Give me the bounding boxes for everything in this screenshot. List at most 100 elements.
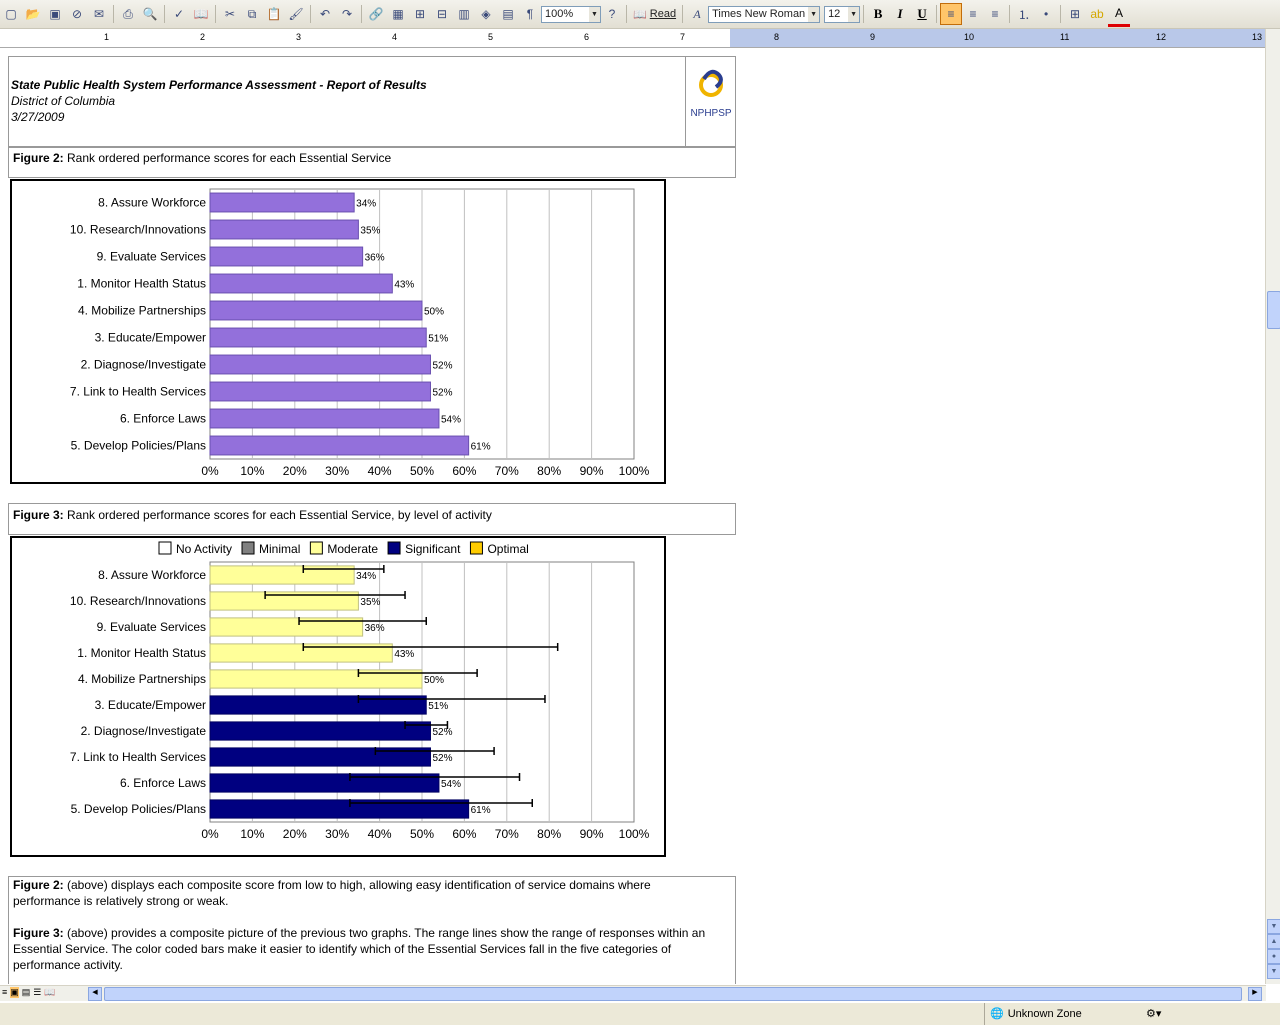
document-map-icon[interactable]: ▤ <box>502 7 514 21</box>
open-icon[interactable]: 📂 <box>25 7 41 21</box>
category-label: 9. Evaluate Services <box>97 620 206 634</box>
legend-swatch <box>469 541 483 555</box>
document-page[interactable]: State Public Health System Performance A… <box>0 48 1264 984</box>
scroll-left-icon[interactable]: ◀ <box>88 987 102 1001</box>
figure-2-label: Figure 2: <box>13 151 64 165</box>
reading-layout-icon[interactable]: 📖 <box>44 987 56 997</box>
x-tick-label: 10% <box>240 827 264 841</box>
normal-view-icon[interactable]: ≡ <box>2 987 8 997</box>
report-title: State Public Health System Performance A… <box>11 78 427 92</box>
category-label: 9. Evaluate Services <box>97 250 206 264</box>
copy-icon[interactable]: ⧉ <box>247 6 257 21</box>
align-right-icon[interactable]: ≡ <box>991 7 999 21</box>
x-tick-label: 40% <box>368 464 392 478</box>
legend-swatch <box>158 541 172 555</box>
permission-icon[interactable]: ⊘ <box>71 7 83 21</box>
security-zone: 🌐 Unknown Zone <box>990 1007 1082 1021</box>
new-document-icon[interactable]: ▢ <box>5 7 17 21</box>
hyperlink-icon[interactable]: 🔗 <box>368 7 384 21</box>
category-label: 2. Diagnose/Investigate <box>81 724 207 738</box>
outline-view-icon[interactable]: ☰ <box>33 987 42 997</box>
figure-2-note-text: (above) displays each composite score fr… <box>13 878 651 908</box>
x-tick-label: 30% <box>325 464 349 478</box>
legend-swatch <box>309 541 323 555</box>
bar <box>209 565 355 585</box>
columns-icon[interactable]: ▥ <box>458 7 470 21</box>
scroll-right-icon[interactable]: ▶ <box>1248 987 1262 1001</box>
x-tick-label: 60% <box>452 464 476 478</box>
x-tick-label: 50% <box>410 464 434 478</box>
popup-blocker-icon[interactable]: ⚙▾ <box>1146 1008 1162 1020</box>
font-name-select[interactable]: Times New Roman ▼ <box>708 5 821 23</box>
format-painter-icon[interactable]: 🖌 <box>288 7 304 21</box>
show-hide-icon[interactable]: ¶ <box>526 7 534 21</box>
x-tick-label: 40% <box>368 827 392 841</box>
redo-icon[interactable]: ↷ <box>341 7 353 21</box>
report-subtitle: District of Columbia <box>11 94 116 108</box>
insert-excel-icon[interactable]: ⊟ <box>436 7 448 21</box>
align-left-icon[interactable]: ≡ <box>940 3 963 25</box>
read-button[interactable]: 📖 Read <box>630 4 679 24</box>
previous-page-icon[interactable]: ▲ <box>1267 934 1280 949</box>
zoom-select[interactable]: 100% ▼ <box>541 5 601 23</box>
category-label: 7. Link to Health Services <box>70 750 206 764</box>
figure-3-note-text: (above) provides a composite picture of … <box>13 926 706 972</box>
cut-icon[interactable]: ✂ <box>224 7 236 21</box>
research-icon[interactable]: 📖 <box>193 7 209 21</box>
borders-icon[interactable]: ⊞ <box>1070 7 1081 21</box>
ruler-mark: 2 <box>200 32 206 42</box>
save-icon[interactable]: ▣ <box>49 7 61 21</box>
bar <box>209 354 431 375</box>
data-label: 52% <box>432 388 452 399</box>
horizontal-ruler[interactable]: 1 2 3 4 5 6 7 8 9 10 11 12 13 <box>0 29 1266 48</box>
x-tick-label: 10% <box>240 464 264 478</box>
category-label: 8. Assure Workforce <box>98 568 206 582</box>
spelling-icon[interactable]: ✓ <box>173 7 185 21</box>
email-icon[interactable]: ✉ <box>93 7 105 21</box>
web-layout-icon[interactable]: ▣ <box>10 987 19 998</box>
figure-2-note-label: Figure 2: <box>13 878 64 892</box>
figure-3-svg: 0% 10% 20% 30% 40% 50% 60% 70% 80% 90% 100% 8. Assu… <box>70 541 650 841</box>
print-icon[interactable]: ⎙ <box>123 6 133 21</box>
bold-button[interactable]: B <box>873 6 883 21</box>
insert-table-icon[interactable]: ⊞ <box>414 7 426 21</box>
numbering-icon[interactable]: ⒈ <box>1018 7 1031 22</box>
scroll-down-icon[interactable]: ▼ <box>1267 919 1280 934</box>
next-page-icon[interactable]: ▼ <box>1267 964 1280 979</box>
status-bar: 🌐 Unknown Zone ⚙▾ <box>0 1002 1280 1025</box>
undo-icon[interactable]: ↶ <box>319 7 331 21</box>
category-label: 2. Diagnose/Investigate <box>81 358 207 372</box>
data-label: 34% <box>356 199 376 210</box>
font-size-value: 12 <box>828 8 841 20</box>
ruler-mark: 4 <box>392 32 398 42</box>
drawing-icon[interactable]: ◈ <box>481 7 491 21</box>
highlight-icon[interactable]: ab <box>1090 7 1104 21</box>
help-icon[interactable]: ? <box>608 7 616 21</box>
underline-button[interactable]: U <box>917 6 927 21</box>
font-color-icon[interactable]: A <box>1108 2 1131 27</box>
bullets-icon[interactable]: • <box>1043 7 1049 21</box>
toolbar-separator <box>310 5 311 23</box>
horizontal-scrollbar[interactable]: ≡ ▣ ▤ ☰ 📖 ◀ ▶ <box>0 985 1266 1001</box>
print-layout-icon[interactable]: ▤ <box>21 987 31 997</box>
styles-icon[interactable]: A <box>693 6 701 21</box>
tables-borders-icon[interactable]: ▦ <box>392 7 404 21</box>
category-label: 5. Develop Policies/Plans <box>71 439 206 453</box>
category-label: 1. Monitor Health Status <box>77 646 206 660</box>
browse-object-icon[interactable]: ● <box>1267 949 1280 964</box>
paste-icon[interactable]: 📋 <box>266 7 282 21</box>
font-size-select[interactable]: 12 ▼ <box>824 5 861 23</box>
horizontal-scroll-thumb[interactable] <box>104 987 1242 1001</box>
header-text: State Public Health System Performance A… <box>11 77 427 125</box>
italic-button[interactable]: I <box>897 6 903 21</box>
report-date: 3/27/2009 <box>11 110 65 124</box>
legend-swatch <box>241 541 255 555</box>
figure-2-caption-text: Figure 2: Rank ordered performance score… <box>13 151 391 165</box>
category-label: 1. Monitor Health Status <box>77 277 206 291</box>
align-center-icon[interactable]: ≡ <box>969 7 977 21</box>
book-icon: 📖 <box>633 8 647 21</box>
print-preview-icon[interactable]: 🔍 <box>142 7 158 21</box>
toolbar-separator <box>863 5 865 23</box>
vertical-scrollbar[interactable]: ▼ ▲ ● ▼ <box>1265 29 1280 984</box>
vertical-scroll-thumb[interactable] <box>1267 291 1280 329</box>
